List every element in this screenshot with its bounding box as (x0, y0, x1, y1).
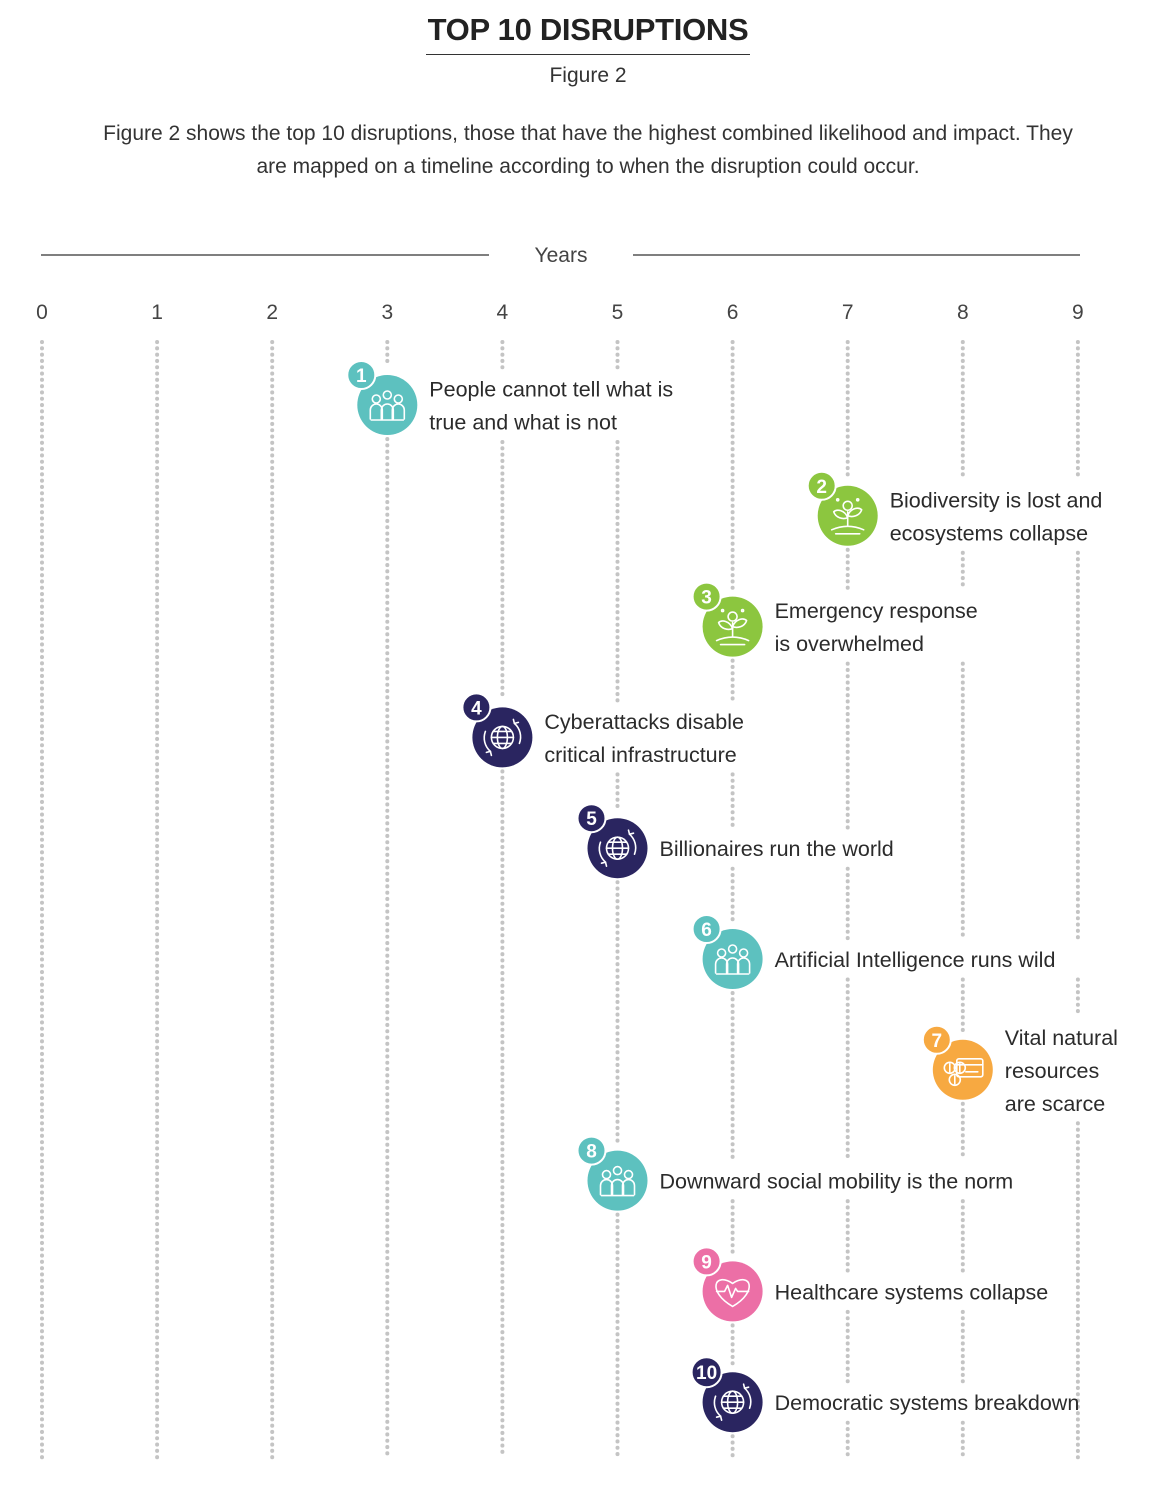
disruption-marker: 4 Cyberattacks disable critical infrastruc… (461, 692, 744, 768)
x-tick-label: 4 (497, 301, 509, 324)
disruption-marker: 1 People cannot tell what is true and what… (346, 360, 673, 435)
disruption-marker: 8 Downward social mobility is the norm (576, 1135, 1014, 1211)
x-tick-label: 0 (36, 301, 48, 324)
disruption-label: ecosystems collapse (890, 521, 1088, 545)
x-tick-label: 8 (957, 301, 969, 324)
rank-number: 10 (696, 1363, 717, 1384)
people-icon (714, 944, 751, 975)
plant-icon (715, 608, 750, 646)
disruption-marker: 2 Biodiversity is lost and ecosystems coll… (806, 470, 1103, 546)
x-tick-label: 7 (842, 301, 854, 324)
disruption-label: Vital natural (1005, 1026, 1118, 1050)
rank-badge (461, 692, 492, 723)
people-icon (599, 1165, 636, 1197)
disruption-label: Emergency response (775, 599, 978, 623)
rank-badge (691, 914, 722, 944)
rank-number: 2 (816, 477, 827, 498)
disruption-label: Democratic systems breakdown (775, 1391, 1080, 1415)
disruption-marker: 3 Emergency response is overwhelmed (691, 581, 978, 657)
rank-number: 7 (932, 1031, 943, 1052)
x-tick-label: 1 (151, 301, 163, 324)
disruption-marker: 9 Healthcare systems collapse (691, 1246, 1049, 1322)
disruption-marker: 7 Vital natural resources are scarce (921, 1024, 1118, 1116)
x-tick-label: 9 (1072, 301, 1084, 324)
globe-icon (713, 1383, 752, 1421)
chart-title: TOP 10 DISRUPTIONS (425, 12, 751, 55)
rank-badge (576, 803, 607, 834)
rank-badge (921, 1024, 952, 1055)
marker-circle (932, 1039, 993, 1100)
plant-icon (830, 497, 865, 535)
disruption-label: Cyberattacks disable (544, 710, 744, 734)
points-layer: 1 People cannot tell what is true and what… (346, 360, 1118, 1433)
disruption-label: is overwhelmed (775, 632, 924, 656)
marker-circle (702, 1261, 763, 1322)
grid-layer (40, 340, 1080, 1460)
rank-number: 6 (701, 920, 712, 941)
disruption-marker: 5 Billionaires run the world (576, 803, 894, 879)
rank-badge (806, 470, 837, 501)
x-tick-label: 6 (727, 301, 739, 324)
disruption-label: true and what is not (429, 411, 617, 435)
globe-icon (598, 829, 637, 867)
heart-pulse-icon (715, 1278, 751, 1308)
disruption-label: Billionaires run the world (660, 837, 894, 861)
globe-icon (483, 718, 522, 757)
x-axis-label: Years (535, 244, 588, 267)
disruption-label: Healthcare systems collapse (775, 1280, 1049, 1304)
disruption-label: Artificial Intelligence runs wild (775, 948, 1056, 972)
disruption-label: are scarce (1005, 1092, 1105, 1116)
x-tick-label: 3 (381, 301, 393, 324)
rank-badge (691, 1246, 722, 1277)
disruption-label: critical infrastructure (544, 743, 736, 767)
rank-number: 4 (471, 698, 482, 719)
rank-number: 1 (356, 366, 367, 387)
chart-title-wrap: TOP 10 DISRUPTIONS (0, 12, 1176, 55)
axis-layer: Years 0 1 2 3 4 5 6 7 8 9 (36, 244, 1084, 324)
rank-number: 3 (701, 588, 712, 609)
people-icon (369, 390, 406, 421)
figure-label: Figure 2 (549, 64, 627, 87)
disruption-label: resources (1005, 1059, 1099, 1083)
figure-description: Figure 2 shows the top 10 disruptions, t… (103, 122, 1073, 178)
disruption-marker: 10 Democratic systems breakdown (690, 1356, 1080, 1433)
rank-badge (576, 1135, 607, 1166)
disruption-marker: 6 Artificial Intelligence runs wild (691, 914, 1056, 989)
disruption-label: Biodiversity is lost and (890, 488, 1103, 512)
rank-badge (346, 360, 377, 390)
x-tick-label: 5 (612, 301, 624, 324)
x-tick-label: 2 (266, 301, 278, 324)
rank-number: 9 (701, 1252, 712, 1273)
rank-number: 8 (586, 1142, 597, 1163)
disruption-label: Downward social mobility is the norm (660, 1170, 1014, 1194)
rank-badge (690, 1356, 723, 1389)
money-card-icon (943, 1058, 984, 1087)
rank-number: 5 (586, 809, 597, 830)
rank-badge (691, 581, 722, 612)
disruption-label: People cannot tell what is (429, 378, 673, 402)
